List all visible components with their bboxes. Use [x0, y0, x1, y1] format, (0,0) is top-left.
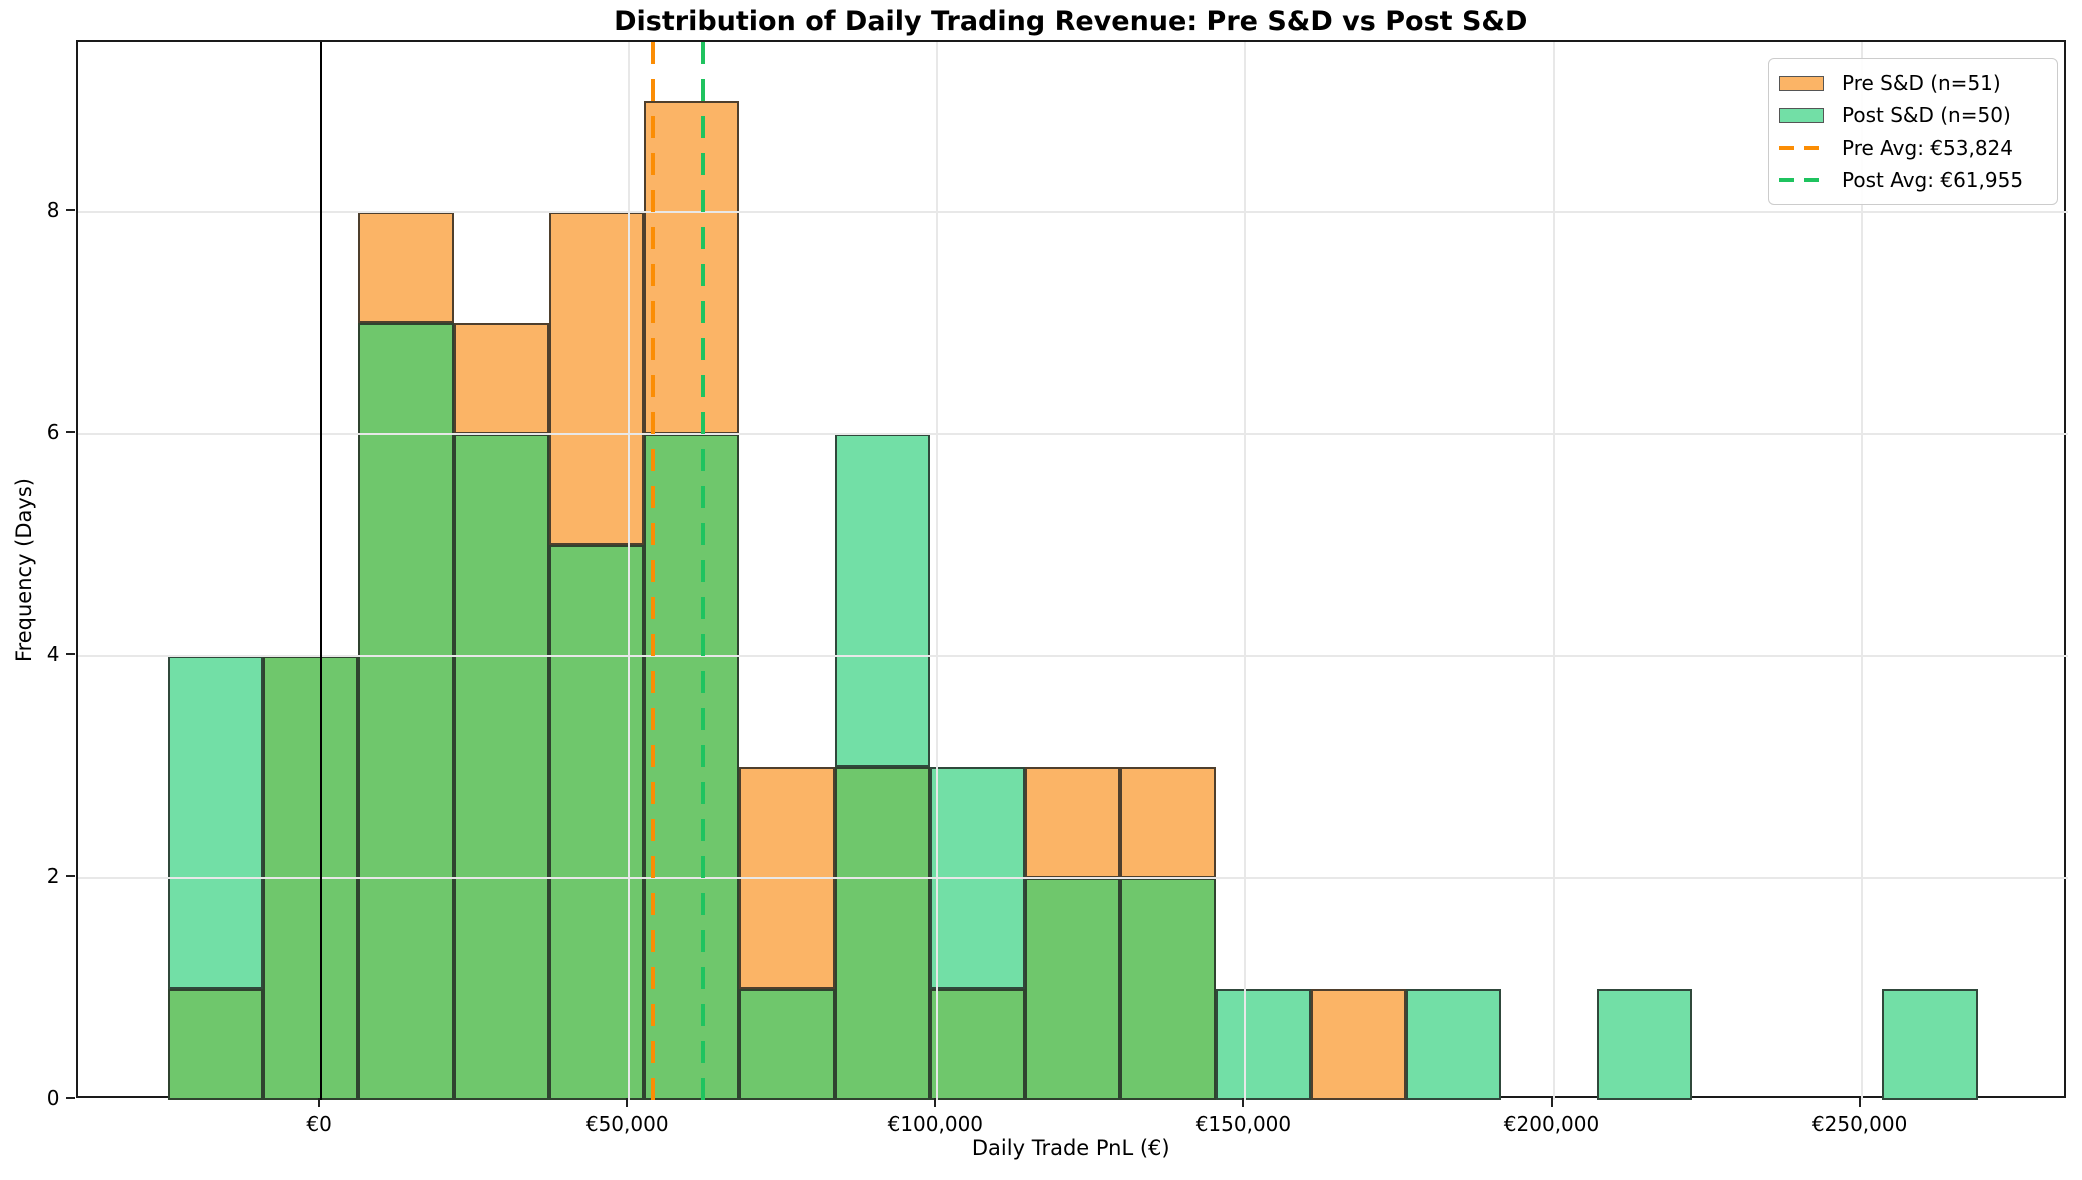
chart-title: Distribution of Daily Trading Revenue: P…	[614, 6, 1528, 37]
histogram-bar-overlap	[929, 988, 1026, 1100]
histogram-bar-post	[1882, 988, 1978, 1100]
histogram-bar-overlap	[453, 433, 549, 1100]
legend-entry-pre-avg: Pre Avg: €53,824	[1779, 132, 2047, 164]
histogram-bar-post	[1596, 988, 1692, 1100]
y-tick-label: 4	[46, 641, 60, 666]
y-tick-label: 0	[46, 1085, 60, 1110]
legend-entry-post-avg: Post Avg: €61,955	[1779, 164, 2047, 196]
x-tick-mark	[626, 1097, 629, 1107]
legend-label: Post Avg: €61,955	[1842, 167, 2024, 192]
x-gridline	[936, 42, 939, 1100]
x-gridline	[1552, 42, 1555, 1100]
histogram-bar-pre	[1310, 988, 1407, 1100]
x-tick-mark	[1550, 1097, 1553, 1107]
histogram-bar-pre	[1025, 766, 1121, 878]
histogram-bar-pre	[453, 322, 549, 434]
legend-entry-post: Post S&D (n=50)	[1779, 99, 2047, 131]
legend: Pre S&D (n=51) Post S&D (n=50) Pre Avg: €5…	[1768, 58, 2058, 205]
x-tick-label: €50,000	[585, 1111, 669, 1136]
legend-color-patch	[1779, 75, 1824, 91]
post-average-line	[701, 42, 705, 1100]
y-tick-mark	[65, 874, 75, 877]
legend-label: Pre Avg: €53,824	[1842, 135, 2013, 160]
x-tick-mark	[1242, 1097, 1245, 1107]
y-tick-label: 2	[46, 863, 60, 888]
x-tick-label: €150,000	[1195, 1111, 1292, 1136]
histogram-bar-overlap	[167, 988, 264, 1100]
x-tick-mark	[318, 1097, 321, 1107]
reference-lines-layer	[78, 42, 2065, 1100]
y-tick-mark	[65, 208, 75, 211]
x-tick-mark	[934, 1097, 937, 1107]
x-tick-label: €100,000	[887, 1111, 984, 1136]
histogram-bar-overlap	[1120, 877, 1216, 1100]
y-axis-label: Frequency (Days)	[12, 478, 36, 662]
x-tick-mark	[1858, 1097, 1861, 1107]
y-tick-label: 6	[46, 419, 60, 444]
legend-dash-line	[1779, 177, 1824, 182]
histogram-bar-post	[1406, 988, 1502, 1100]
x-axis-label: Daily Trade PnL (€)	[971, 1136, 1170, 1160]
histogram-bar-post	[1215, 988, 1311, 1100]
x-tick-label: €250,000	[1811, 1111, 1908, 1136]
histogram-bar-overlap	[739, 988, 835, 1100]
y-gridline	[77, 432, 2068, 435]
legend-entry-pre: Pre S&D (n=51)	[1779, 67, 2047, 99]
y-gridline	[77, 210, 2068, 213]
histogram-bar-overlap	[358, 322, 454, 1100]
y-gridline	[77, 654, 2068, 657]
histogram-bar-post	[167, 655, 264, 989]
histogram-bar-pre	[644, 100, 740, 434]
y-tick-mark	[65, 430, 75, 433]
histogram-bar-overlap	[834, 766, 930, 1100]
zero-value-line	[320, 42, 323, 1100]
plot-area	[75, 40, 2068, 1100]
x-tick-label: €0	[306, 1111, 332, 1136]
pre-average-line	[651, 42, 655, 1100]
y-gridline	[77, 876, 2068, 879]
histogram-bar-overlap	[644, 433, 740, 1100]
y-tick-mark	[65, 1096, 75, 1099]
legend-label: Pre S&D (n=51)	[1842, 71, 2001, 96]
x-gridline	[1244, 42, 1247, 1100]
y-tick-mark	[65, 652, 75, 655]
histogram-bar-overlap	[1025, 877, 1121, 1100]
legend-color-patch	[1779, 107, 1824, 123]
x-gridline	[628, 42, 631, 1100]
x-gridline	[1860, 42, 1863, 1100]
y-tick-label: 8	[46, 197, 60, 222]
legend-dash-line	[1779, 145, 1824, 150]
x-tick-label: €200,000	[1503, 1111, 1600, 1136]
legend-label: Post S&D (n=50)	[1842, 103, 2011, 128]
